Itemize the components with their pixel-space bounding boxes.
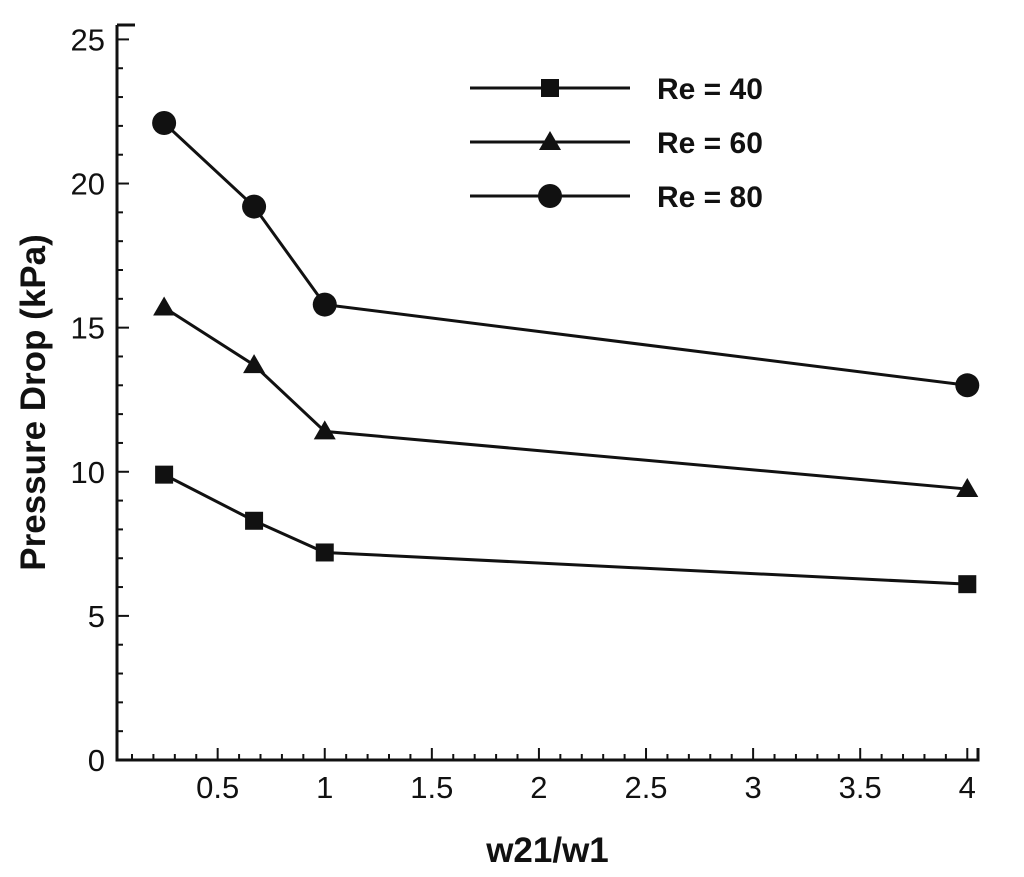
y-axis-ticks: 0 5 10 15 20 25 — [71, 22, 129, 778]
data-point-triangle — [956, 478, 979, 498]
y-tick-label: 5 — [88, 599, 105, 634]
y-tick-label: 25 — [71, 22, 105, 57]
x-tick-label: 1.5 — [410, 770, 453, 805]
legend-item: Re = 60 — [470, 127, 763, 160]
data-point-triangle — [313, 420, 336, 440]
y-axis-title: Pressure Drop (kPa) — [14, 234, 53, 571]
series-circle — [152, 111, 980, 398]
series-line — [163, 306, 968, 491]
x-tick-label: 4 — [959, 770, 976, 805]
data-point-square — [315, 543, 334, 562]
data-point-circle — [242, 194, 267, 219]
series-square — [155, 465, 977, 594]
data-point-triangle — [153, 296, 176, 316]
legend-marker-circle — [538, 184, 562, 208]
x-axis-title: w21/w1 — [485, 831, 609, 870]
x-tick-label: 3.5 — [839, 770, 882, 805]
y-tick-label: 10 — [71, 455, 105, 490]
legend-item: Re = 40 — [470, 73, 763, 106]
series-triangle — [153, 296, 979, 498]
legend-marker-square — [541, 79, 559, 97]
plot-frame — [115, 23, 980, 762]
legend-label: Re = 80 — [657, 181, 763, 214]
legend-label: Re = 40 — [657, 73, 763, 106]
x-axis-ticks: 0.5 1 1.5 2 2.5 3 3.5 4 — [130, 748, 976, 805]
y-tick-label: 20 — [71, 167, 105, 202]
legend-marker-triangle — [539, 131, 561, 150]
legend-label: Re = 60 — [657, 127, 763, 160]
y-tick-label: 15 — [71, 311, 105, 346]
x-tick-label: 1 — [316, 770, 333, 805]
data-point-circle — [152, 111, 177, 135]
series-line — [163, 473, 968, 586]
y-tick-label: 0 — [88, 743, 105, 778]
legend: Re = 40 Re = 60 Re = 80 — [470, 73, 763, 214]
x-tick-label: 3 — [744, 770, 761, 805]
data-point-square — [245, 511, 264, 530]
series-line — [163, 121, 968, 387]
axes-lines — [115, 25, 980, 762]
x-tick-label: 0.5 — [196, 770, 239, 805]
data-point-triangle — [243, 354, 266, 374]
data-point-circle — [955, 373, 980, 398]
series-layer — [152, 111, 980, 594]
legend-item: Re = 80 — [470, 181, 763, 214]
data-point-square — [958, 575, 977, 594]
data-point-square — [155, 465, 174, 484]
x-tick-label: 2 — [530, 770, 547, 805]
x-tick-label: 2.5 — [624, 770, 667, 805]
data-point-circle — [312, 292, 337, 317]
